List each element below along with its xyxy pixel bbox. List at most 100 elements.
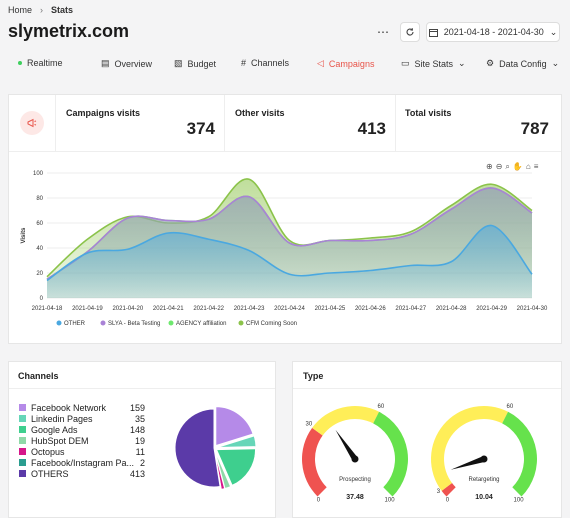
refresh-button[interactable] (400, 22, 420, 42)
hash-icon: # (241, 58, 247, 68)
home-icon[interactable]: ⌂ (525, 162, 531, 171)
x-tick-label: 2021-04-24 (274, 306, 305, 312)
zoom-out-icon[interactable]: ⊖ (495, 162, 503, 171)
y-tick-label: 60 (36, 221, 43, 227)
campaigns-icon (20, 111, 44, 135)
channel-label: Facebook Network (31, 402, 107, 413)
campaigns-visits-label: Campaigns visits (66, 108, 141, 118)
channel-legend-item[interactable]: HubSpot DEM 19 (19, 435, 145, 446)
channel-value: 19 (134, 435, 145, 446)
channel-legend-item[interactable]: Octopus 11 (19, 446, 145, 457)
chevron-down-icon: ⌄ (458, 58, 466, 68)
x-tick-label: 2021-04-26 (355, 306, 386, 312)
legend-label: CFM Coming Soon (246, 321, 297, 327)
x-tick-label: 2021-04-21 (153, 306, 184, 312)
campaigns-visits-value: 374 (186, 119, 215, 138)
legend-label: AGENCY affiliation (176, 321, 226, 327)
pan-icon[interactable]: ✋ (512, 162, 523, 171)
x-tick-label: 2021-04-23 (234, 306, 265, 312)
pie-slice (216, 435, 257, 449)
tab-realtime[interactable]: Realtime (18, 58, 63, 68)
y-tick-label: 100 (33, 171, 44, 177)
search-icon[interactable]: ⌕ (505, 162, 510, 171)
legend-marker (238, 320, 244, 326)
other-visits-value: 413 (357, 119, 386, 138)
gauge-band (431, 406, 509, 491)
divider (9, 388, 275, 389)
tab-data-config[interactable]: ⚙ Data Config ⌄ (486, 58, 559, 69)
channel-legend-item[interactable]: Linkedin Pages 35 (19, 413, 145, 424)
legend-label: OTHER (64, 321, 86, 327)
type-title: Type (303, 371, 324, 381)
page-title: slymetrix.com (8, 21, 130, 41)
visits-area-chart: 0 20 40 60 80 100 Visits 2021-04-18 2021-04-19 20… (21, 171, 548, 327)
gauge-band (302, 427, 327, 497)
series-line-1 (46, 187, 533, 280)
x-tick-label: 2021-04-28 (436, 306, 467, 312)
tab-campaigns-label: Campaigns (328, 58, 375, 69)
channel-value: 11 (135, 446, 145, 457)
gauge-needle (450, 456, 485, 470)
more-button[interactable]: ⋯ (373, 22, 393, 42)
x-tick-label: 2021-04-30 (517, 306, 548, 312)
tab-overview[interactable]: ▤ Overview (101, 58, 152, 69)
divider (395, 95, 396, 151)
x-tick-label: 2021-04-25 (315, 306, 346, 312)
tab-budget[interactable]: ▧ Budget (174, 58, 216, 69)
stats-nav: Realtime ▤ Overview ▧ Budget # Channels … (8, 53, 562, 75)
live-dot-icon (18, 61, 22, 65)
gauge-needle (335, 429, 358, 461)
menu-icon[interactable]: ≡ (533, 162, 539, 171)
channel-label: HubSpot DEM (31, 435, 89, 446)
legend-swatch (19, 470, 26, 477)
gauge-tick-label: 60 (378, 404, 385, 410)
channels-card: Channels Facebook Network 159 Linkedin Pag… (8, 361, 276, 518)
more-icon: ⋯ (377, 25, 389, 39)
gauge-band (373, 411, 408, 497)
zoom-in-icon[interactable]: ⊕ (486, 162, 493, 171)
tab-channels-label: Channels (251, 58, 290, 68)
tab-realtime-label: Realtime (27, 58, 63, 68)
legend-marker (100, 320, 106, 326)
gear-icon: ⚙ (486, 58, 495, 68)
legend-marker (168, 320, 174, 326)
gauge-tick-label: 30 (306, 421, 313, 427)
other-visits-label: Other visits (235, 108, 285, 118)
gauge-needle-hub (351, 455, 359, 463)
megaphone-icon: ◁ (317, 58, 324, 68)
chevron-down-icon: ⌄ (549, 26, 558, 37)
channel-legend-item[interactable]: OTHERS 413 (19, 468, 145, 479)
gauge-tick-label: 60 (507, 404, 514, 410)
tab-channels[interactable]: # Channels (241, 58, 289, 68)
tab-site-stats[interactable]: ▭ Site Stats ⌄ (401, 58, 466, 69)
y-tick-label: 80 (36, 196, 43, 202)
budget-icon: ▧ (174, 58, 183, 68)
series-area-0 (47, 225, 532, 298)
tab-campaigns[interactable]: ◁ Campaigns (317, 58, 374, 69)
calendar-icon (428, 28, 438, 37)
series-line-3 (46, 178, 533, 278)
gauge-value: 37.48 (346, 494, 364, 501)
breadcrumb-home[interactable]: Home (8, 5, 33, 15)
breadcrumb-current: Stats (51, 5, 74, 15)
date-range-picker[interactable]: 2021-04-18 - 2021-04-30 ⌄ (426, 22, 560, 42)
channels-legend: Facebook Network 159 Linkedin Pages 35 Googl… (19, 402, 145, 479)
chevron-right-icon: › (40, 5, 44, 15)
channel-value: 2 (139, 457, 145, 468)
total-visits-value: 787 (520, 119, 549, 138)
legend-swatch (19, 426, 26, 433)
refresh-icon (406, 28, 414, 36)
pie-slice (174, 408, 221, 488)
channel-legend-item[interactable]: Google Ads 148 (19, 424, 145, 435)
series-line-0 (46, 224, 533, 282)
x-tick-label: 2021-04-27 (395, 306, 426, 312)
tab-data-config-label: Data Config (499, 58, 547, 69)
channel-legend-item[interactable]: Facebook Network 159 (19, 402, 145, 413)
legend-swatch (19, 404, 26, 411)
channel-legend-item[interactable]: Facebook/Instagram Pa... 2 (19, 457, 145, 468)
tab-overview-label: Overview (114, 58, 153, 69)
gauge-name: Retargeting (468, 477, 499, 483)
gauge-value: 10.04 (475, 494, 493, 501)
y-tick-label: 20 (36, 271, 43, 277)
